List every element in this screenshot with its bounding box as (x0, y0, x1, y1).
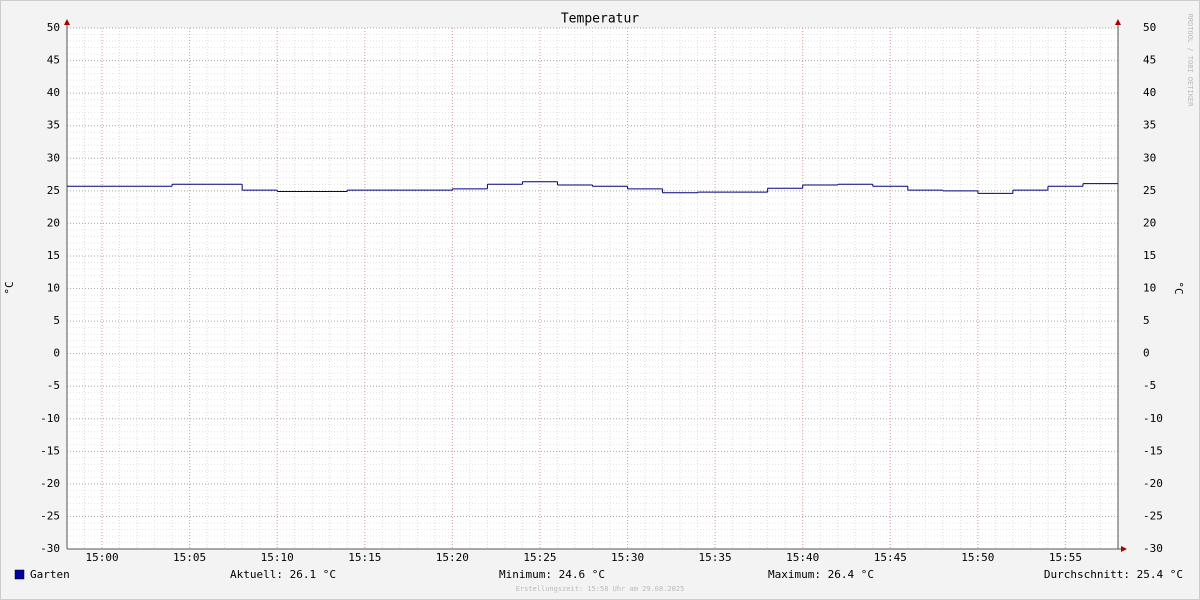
y2-tick-label: 15 (1143, 249, 1156, 262)
stat: Minimum: 24.6 °C (499, 568, 605, 581)
y2-tick-label: 0 (1143, 347, 1150, 360)
arrow (1121, 546, 1127, 552)
y2-axis-label: °C (1172, 281, 1185, 294)
y-tick-label: 0 (53, 347, 60, 360)
y-tick-label: 15 (47, 249, 60, 262)
x-tick-label: 15:35 (699, 551, 732, 564)
y2-tick-label: 35 (1143, 119, 1156, 132)
y-tick-label: 25 (47, 184, 60, 197)
y-tick-label: 30 (47, 151, 60, 164)
x-tick-label: 15:25 (523, 551, 556, 564)
arrow (1115, 19, 1121, 25)
y2-tick-label: -10 (1143, 412, 1163, 425)
y-tick-label: -20 (40, 477, 60, 490)
y-tick-label: 35 (47, 119, 60, 132)
y2-tick-label: -15 (1143, 444, 1163, 457)
y2-tick-label: 30 (1143, 151, 1156, 164)
y-axis-label: °C (3, 281, 16, 294)
y-tick-label: 5 (53, 314, 60, 327)
x-tick-label: 15:20 (436, 551, 469, 564)
x-tick-label: 15:00 (85, 551, 118, 564)
y-tick-label: 10 (47, 282, 60, 295)
legend-label: Garten (30, 568, 70, 581)
arrow (64, 19, 70, 25)
y2-tick-label: -25 (1143, 509, 1163, 522)
y-tick-label: 40 (47, 86, 60, 99)
x-tick-label: 15:30 (611, 551, 644, 564)
x-tick-label: 15:05 (173, 551, 206, 564)
y-tick-label: -15 (40, 444, 60, 457)
x-tick-label: 15:10 (261, 551, 294, 564)
y-tick-label: 45 (47, 54, 60, 67)
y2-tick-label: 5 (1143, 314, 1150, 327)
y-tick-label: 20 (47, 216, 60, 229)
y-tick-label: -10 (40, 412, 60, 425)
stat: Aktuell: 26.1 °C (230, 568, 336, 581)
y-tick-label: -30 (40, 542, 60, 555)
y2-tick-label: 45 (1143, 54, 1156, 67)
stat: Maximum: 26.4 °C (768, 568, 874, 581)
x-tick-label: 15:40 (786, 551, 819, 564)
y2-tick-label: -30 (1143, 542, 1163, 555)
legend-swatch (14, 569, 25, 580)
stat: Durchschnitt: 25.4 °C (1044, 568, 1183, 581)
y2-tick-label: 25 (1143, 184, 1156, 197)
y2-tick-label: 50 (1143, 21, 1156, 34)
x-tick-label: 15:55 (1049, 551, 1082, 564)
footer: Erstellungszeit: 15:58 Uhr am 29.08.2025 (516, 585, 685, 593)
chart-title: Temperatur (561, 12, 639, 27)
y2-tick-label: -20 (1143, 477, 1163, 490)
y2-tick-label: 10 (1143, 282, 1156, 295)
x-tick-label: 15:50 (961, 551, 994, 564)
y-tick-label: -25 (40, 509, 60, 522)
y2-tick-label: 40 (1143, 86, 1156, 99)
y-tick-label: 50 (47, 21, 60, 34)
x-tick-label: 15:45 (874, 551, 907, 564)
y2-tick-label: -5 (1143, 379, 1156, 392)
watermark: RRDTOOL / TOBI OETIKER (1186, 14, 1194, 108)
y-tick-label: -5 (47, 379, 60, 392)
x-tick-label: 15:15 (348, 551, 381, 564)
y2-tick-label: 20 (1143, 216, 1156, 229)
